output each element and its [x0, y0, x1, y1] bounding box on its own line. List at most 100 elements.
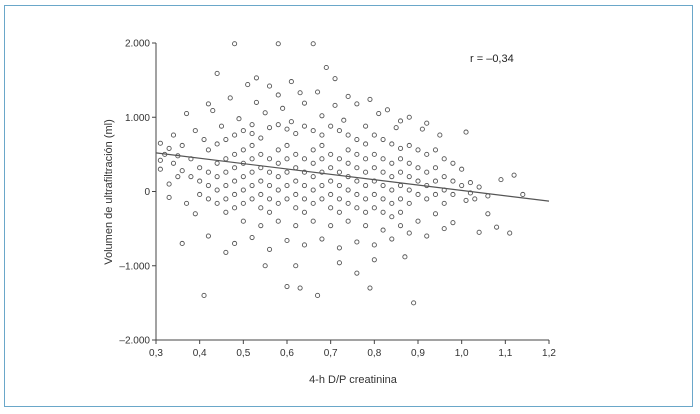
data-point: [249, 169, 255, 175]
data-point: [266, 183, 273, 189]
data-point: [232, 165, 238, 171]
data-point: [249, 183, 255, 189]
data-point: [266, 246, 273, 252]
data-point: [363, 169, 369, 175]
data-point: [223, 196, 229, 202]
data-point: [415, 147, 421, 153]
data-point: [498, 177, 504, 183]
data-point: [258, 205, 264, 211]
data-point: [332, 102, 338, 108]
data-point: [363, 196, 369, 202]
data-point: [293, 223, 299, 229]
data-point: [232, 191, 238, 198]
data-point: [389, 141, 395, 147]
data-point: [310, 147, 316, 153]
data-point: [450, 191, 456, 198]
data-point: [459, 183, 465, 189]
data-point: [275, 122, 281, 128]
data-point: [411, 300, 417, 306]
data-point: [232, 41, 238, 47]
data-point: [406, 142, 412, 149]
data-point: [310, 200, 316, 206]
data-point: [406, 200, 412, 206]
data-point: [397, 118, 404, 124]
data-point: [293, 191, 299, 198]
data-point: [397, 156, 404, 162]
data-point: [275, 218, 281, 224]
data-point: [363, 156, 369, 162]
data-point: [424, 120, 430, 126]
data-point: [332, 76, 338, 82]
y-tick-label: 1.000: [125, 113, 150, 124]
data-point: [301, 169, 308, 175]
data-point: [310, 174, 316, 180]
data-point: [319, 236, 325, 242]
data-point: [201, 292, 207, 299]
data-point: [450, 220, 456, 226]
data-point: [249, 156, 255, 162]
data-point: [266, 83, 273, 89]
data-point: [275, 41, 281, 47]
x-tick-label: 0,9: [411, 348, 425, 359]
data-point: [205, 169, 211, 175]
data-point: [363, 141, 369, 147]
x-tick-label: 0,4: [193, 348, 207, 359]
data-point: [345, 160, 351, 166]
data-point: [406, 187, 412, 193]
data-point: [310, 187, 316, 193]
data-point: [354, 205, 360, 211]
data-point: [319, 169, 325, 175]
data-point: [197, 191, 203, 198]
y-tick-label: 2.000: [125, 39, 150, 50]
x-tick-label: 0,7: [324, 348, 338, 359]
data-point: [419, 126, 425, 132]
data-point: [354, 151, 360, 157]
data-point: [476, 229, 482, 235]
data-point: [293, 131, 299, 137]
data-point: [214, 141, 220, 147]
data-point: [293, 205, 299, 211]
data-point: [258, 178, 264, 184]
x-tick-label: 1,1: [498, 348, 512, 359]
data-point: [319, 183, 325, 189]
data-point: [266, 196, 273, 202]
data-point: [275, 187, 281, 193]
data-point: [214, 200, 220, 206]
data-point: [319, 132, 325, 138]
data-point: [258, 223, 264, 229]
data-point: [432, 191, 439, 198]
data-point: [371, 257, 377, 263]
data-point: [406, 230, 412, 236]
data-point: [266, 156, 273, 162]
data-point: [218, 123, 225, 129]
data-point: [249, 122, 255, 128]
data-point: [507, 230, 513, 236]
data-point: [232, 240, 238, 247]
data-point: [389, 160, 395, 166]
data-point: [371, 205, 377, 211]
data-point: [450, 178, 456, 184]
data-point: [205, 196, 211, 202]
data-point: [258, 191, 264, 198]
data-point: [253, 75, 259, 81]
data-point: [214, 70, 220, 76]
data-point: [223, 209, 229, 215]
data-point: [210, 108, 216, 114]
data-point: [511, 172, 517, 178]
data-point: [336, 196, 342, 202]
data-point: [319, 142, 325, 149]
data-point: [223, 136, 229, 143]
data-point: [402, 254, 408, 260]
data-point: [371, 191, 377, 198]
data-point: [380, 227, 386, 233]
data-point: [232, 178, 238, 184]
data-point: [345, 187, 351, 193]
data-point: [376, 110, 382, 117]
data-point: [380, 156, 386, 162]
data-point: [157, 140, 163, 146]
data-point: [441, 226, 447, 232]
data-point: [424, 169, 430, 175]
y-axis-title: Volumen de ultrafiltración (ml): [103, 119, 115, 265]
data-point: [472, 196, 478, 202]
